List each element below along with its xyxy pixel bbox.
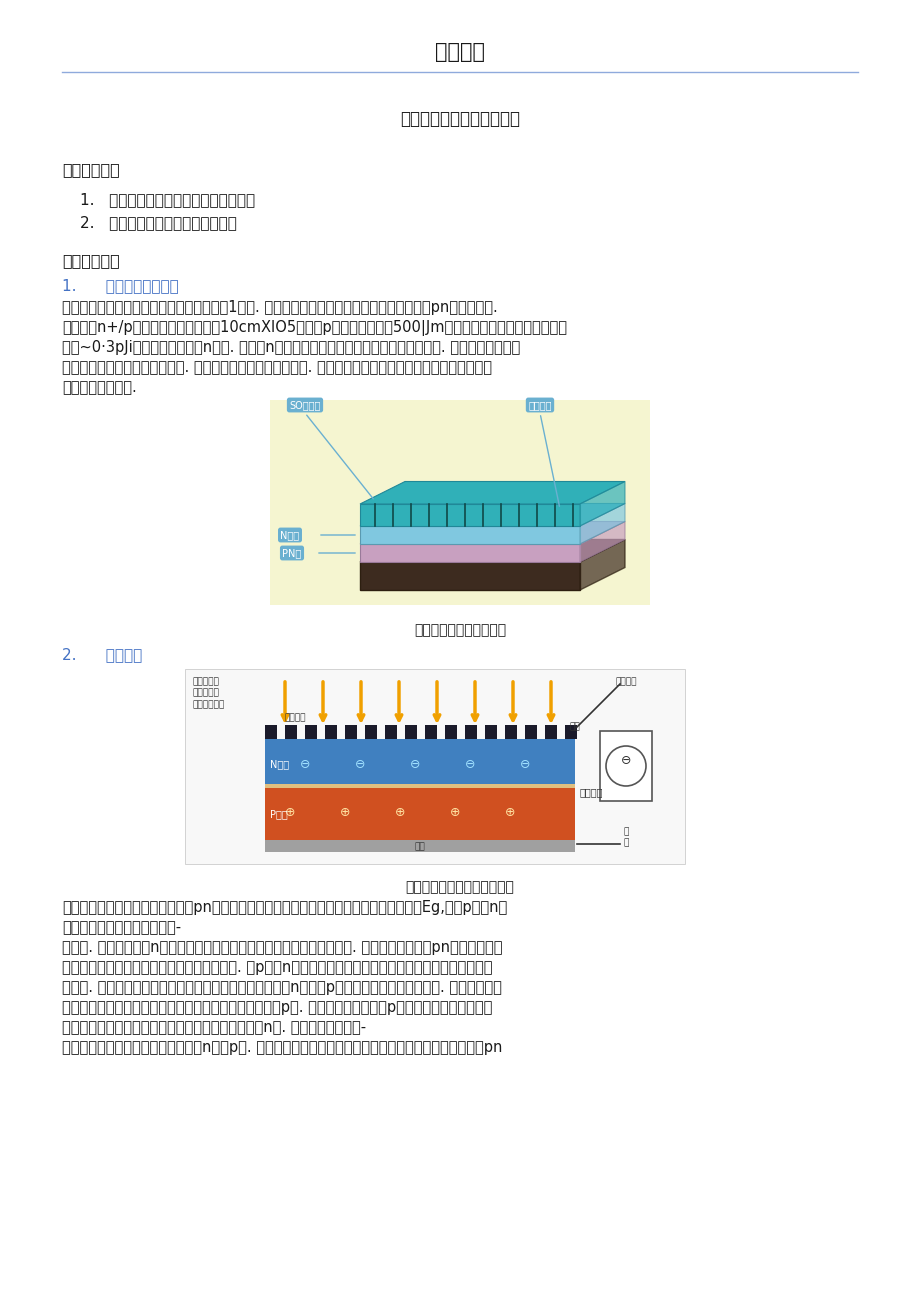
FancyBboxPatch shape <box>445 725 457 739</box>
Text: N退层: N退层 <box>280 530 300 540</box>
FancyBboxPatch shape <box>265 739 574 785</box>
Text: ⊖: ⊖ <box>519 757 529 770</box>
FancyBboxPatch shape <box>345 725 357 739</box>
Text: ⊕: ⊕ <box>394 805 404 818</box>
Text: 减反射膜: 减反射膜 <box>285 713 306 722</box>
FancyBboxPatch shape <box>359 562 579 589</box>
FancyBboxPatch shape <box>484 725 496 739</box>
Text: 空穴对在内建电场的作用下分别移向n区和p区. 如果外电路处于开路状态，那么这些光生电子和空穴积累在pn: 空穴对在内建电场的作用下分别移向n区和p区. 如果外电路处于开路状态，那么这些光… <box>62 1039 502 1055</box>
Text: 实验报告: 实验报告 <box>435 42 484 62</box>
FancyBboxPatch shape <box>505 725 516 739</box>
Polygon shape <box>579 503 624 544</box>
Text: 1.      太阳能电池的结构: 1. 太阳能电池的结构 <box>62 278 178 293</box>
Text: 当光照射在距太阳电池表面很近的pn结时，只要入射光子的能量大于半导体材料的禁带宽度Eg,则在p区、n区: 当光照射在距太阳电池表面很近的pn结时，只要入射光子的能量大于半导体材料的禁带宽… <box>62 900 506 915</box>
FancyBboxPatch shape <box>265 788 574 840</box>
FancyBboxPatch shape <box>384 725 397 739</box>
FancyBboxPatch shape <box>464 725 476 739</box>
Text: 1.   了解太阳能电池的工作原理及其应用: 1. 了解太阳能电池的工作原理及其应用 <box>80 193 255 207</box>
Text: ⊖: ⊖ <box>300 757 310 770</box>
Text: 金屈膜，作为背面欧姆接触电极. 这样就形成了晶体硅太阳电池. 为了减少光的反射损失，一般在整个表而上再: 金屈膜，作为背面欧姆接触电极. 这样就形成了晶体硅太阳电池. 为了减少光的反射损… <box>62 360 492 375</box>
Text: ⊖: ⊖ <box>409 757 420 770</box>
Text: ⊕: ⊕ <box>285 805 295 818</box>
Text: SO保护帽: SO保护帽 <box>289 399 321 410</box>
Text: 耗尽区. 在耗尽区中，正负电荷间形成一电场，电场方向山n区指向p区，这个电场称为内建电场. 这些扩散到结: 耗尽区. 在耗尽区中，正负电荷间形成一电场，电场方向山n区指向p区，这个电场称为… <box>62 980 502 995</box>
FancyBboxPatch shape <box>564 725 576 739</box>
FancyBboxPatch shape <box>425 725 437 739</box>
Text: 电
流: 电 流 <box>623 827 628 847</box>
Text: 厚度~0·3pJi）的经过重掺杂的n型层. 然后在n型层上而制作金屈栅线，作为正面接触电极. 在整个背而也制作: 厚度~0·3pJi）的经过重掺杂的n型层. 然后在n型层上而制作金屈栅线，作为正… <box>62 340 519 355</box>
Text: 图二太阳电池发电原理示意图: 图二太阳电池发电原理示意图 <box>405 879 514 894</box>
Text: 【实验目的】: 【实验目的】 <box>62 163 119 177</box>
Text: 和结区光子被吸收会产生电子-: 和结区光子被吸收会产生电子- <box>62 920 181 935</box>
Polygon shape <box>359 522 624 544</box>
FancyBboxPatch shape <box>265 785 574 788</box>
Text: 以晶体硅太阳电池为例，其结构示意图如图1所示. 晶体硅太阳电池以硅半导体材料制成大而积pn结进行工作.: 以晶体硅太阳电池为例，其结构示意图如图1所示. 晶体硅太阳电池以硅半导体材料制成… <box>62 301 497 315</box>
Text: ⊖: ⊖ <box>355 757 365 770</box>
FancyBboxPatch shape <box>305 725 317 739</box>
Polygon shape <box>359 503 624 526</box>
Text: ⊕: ⊕ <box>449 805 460 818</box>
FancyBboxPatch shape <box>359 526 579 544</box>
Text: 2.   测量太阳能电池的伏安特性曲线: 2. 测量太阳能电池的伏安特性曲线 <box>80 215 236 230</box>
FancyBboxPatch shape <box>269 399 650 605</box>
Text: 太阳电池: 太阳电池 <box>579 787 603 798</box>
Text: 电子）扩散到结界而处，也会被内建电场迅速被拉向n区. 结区内产生的电子-: 电子）扩散到结界而处，也会被内建电场迅速被拉向n区. 结区内产生的电子- <box>62 1020 366 1036</box>
FancyBboxPatch shape <box>324 725 336 739</box>
Text: 外界负载: 外界负载 <box>615 677 636 686</box>
FancyBboxPatch shape <box>285 725 297 739</box>
Text: 覆盖一层减反射膜.: 覆盖一层减反射膜. <box>62 380 137 396</box>
FancyBboxPatch shape <box>265 725 277 739</box>
FancyBboxPatch shape <box>265 840 574 852</box>
Text: ⊖: ⊖ <box>464 757 475 770</box>
Polygon shape <box>359 481 624 503</box>
Text: 空穴对. 那些在结附近n区中产生的少数载流子山于存在浓度梯度而要扩散. 只要少数载流子离pn结的距离小于: 空穴对. 那些在结附近n区中产生的少数载流子山于存在浓度梯度而要扩散. 只要少数… <box>62 941 502 955</box>
Text: N型硅: N型硅 <box>269 758 289 769</box>
Text: 界面处的少数载流子（空穴）在内建电场的作用下被拉向p区. 同样，如果在结附近p区中产生的少数载流子（: 界面处的少数载流子（空穴）在内建电场的作用下被拉向p区. 同样，如果在结附近p区… <box>62 1000 492 1015</box>
Text: 它的扩散长度，总有一定几率扩散到结界面处. 在p区与n区交界而的两侧即结区，存在一空间电荷区，也称为: 它的扩散长度，总有一定几率扩散到结界面处. 在p区与n区交界而的两侧即结区，存在… <box>62 960 492 974</box>
Text: 栅状电极: 栅状电极 <box>528 399 551 410</box>
Text: 2.      光伏效应: 2. 光伏效应 <box>62 647 142 662</box>
FancyBboxPatch shape <box>359 544 579 562</box>
Text: ⊕: ⊕ <box>505 805 515 818</box>
Polygon shape <box>579 540 624 589</box>
FancyBboxPatch shape <box>185 669 685 864</box>
Polygon shape <box>579 481 624 526</box>
Text: ⊕: ⊕ <box>339 805 350 818</box>
Text: 电极: 电极 <box>570 722 580 731</box>
Polygon shape <box>579 522 624 562</box>
FancyBboxPatch shape <box>599 731 652 801</box>
Text: 【实验原理】: 【实验原理】 <box>62 252 119 268</box>
Text: PN结: PN结 <box>282 548 301 558</box>
Text: 太阳能电池伏安特性的测量: 太阳能电池伏安特性的测量 <box>400 111 519 127</box>
Text: P型硅: P型硅 <box>269 809 288 820</box>
FancyBboxPatch shape <box>544 725 556 739</box>
Polygon shape <box>359 540 624 562</box>
FancyBboxPatch shape <box>525 725 537 739</box>
Text: 电极: 电极 <box>414 843 425 851</box>
FancyBboxPatch shape <box>365 725 377 739</box>
Text: 图一太阳电池结构示意图: 图一太阳电池结构示意图 <box>414 623 505 637</box>
Text: ⊖: ⊖ <box>620 755 630 768</box>
Text: 当光照射在
太阳电池上
时使会产生电: 当光照射在 太阳电池上 时使会产生电 <box>193 677 225 709</box>
FancyBboxPatch shape <box>359 503 579 526</box>
Text: 一般采用n+/p同质结的结构，即在约10cmXIO5面积的p型硅片（厚度约500|Jm）上用扩散法制作出一层很薄（: 一般采用n+/p同质结的结构，即在约10cmXIO5面积的p型硅片（厚度约500… <box>62 320 566 336</box>
FancyBboxPatch shape <box>404 725 416 739</box>
